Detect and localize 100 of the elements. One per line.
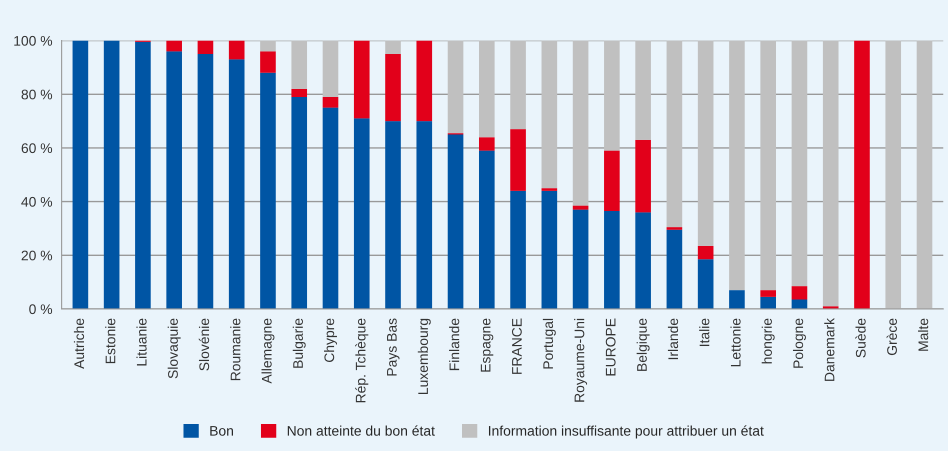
bar <box>322 40 338 97</box>
bar <box>166 40 182 52</box>
bar <box>760 296 776 309</box>
x-tick-label: Pays Bas <box>387 318 400 376</box>
x-tick-label: Portugal <box>542 318 556 369</box>
bar <box>166 51 182 309</box>
bar <box>729 40 745 290</box>
x-tick-label: Roumanie <box>230 318 240 380</box>
y-tick-label: 0 % <box>29 304 52 314</box>
bar <box>385 40 401 54</box>
bar <box>729 290 745 309</box>
x-tick-label: Lituanie <box>136 318 147 366</box>
bar <box>666 40 682 228</box>
bar <box>542 40 558 188</box>
x-tick-label: EUROPE <box>606 318 616 376</box>
bar <box>698 40 714 246</box>
x-tick-label: Malte <box>918 318 928 351</box>
bar <box>385 54 401 122</box>
bar <box>228 40 245 60</box>
y-tick-label: 60 % <box>22 143 52 154</box>
bar <box>635 140 651 212</box>
bar <box>542 188 558 191</box>
x-tick-label: Slovénie <box>198 318 210 371</box>
bar <box>72 40 88 309</box>
x-tick-label: Estonie <box>105 318 116 364</box>
bar <box>510 190 526 309</box>
x-tick-label: Finlande <box>449 318 460 370</box>
bar <box>198 40 214 54</box>
bar <box>854 40 870 309</box>
y-tick-label: 40 % <box>21 196 52 207</box>
bar <box>572 206 588 210</box>
bar <box>572 40 588 206</box>
bar <box>260 40 276 52</box>
bar <box>792 286 808 300</box>
bar <box>291 88 308 97</box>
x-tick-label: Lettonie <box>730 318 741 366</box>
bar <box>792 40 808 286</box>
bar <box>291 96 308 309</box>
x-tick-label: Espagne <box>480 318 494 372</box>
bar <box>385 121 401 309</box>
bar <box>135 42 151 309</box>
bar <box>604 150 620 211</box>
bar <box>542 190 558 309</box>
bar <box>698 259 714 309</box>
x-tick-label: Slovaquie <box>168 318 181 378</box>
y-tick-label: 100 % <box>14 36 52 46</box>
bar <box>322 108 338 309</box>
x-tick-label: Belgique <box>636 318 650 371</box>
bar <box>510 40 526 130</box>
y-tick-label: 80 % <box>22 90 52 100</box>
x-tick-label: Danemark <box>824 318 834 381</box>
x-tick-label: Royaume-Uni <box>574 318 588 402</box>
bar <box>448 134 464 309</box>
x-tick-label: Suède <box>855 318 866 358</box>
bar <box>604 210 620 309</box>
x-tick-label: Italie <box>699 318 710 346</box>
bar <box>760 290 776 297</box>
bar <box>260 72 276 309</box>
x-tick-label: Rép. Tchèque <box>355 318 368 402</box>
x-tick-label: Grèce <box>886 318 897 356</box>
bar <box>478 150 495 309</box>
x-tick-label: Pologne <box>792 318 806 368</box>
x-tick-label: Autriche <box>74 318 84 369</box>
bar <box>478 137 495 151</box>
bar <box>666 227 682 230</box>
x-tick-label: Allemagne <box>261 318 274 384</box>
x-tick-label: hongrie <box>762 318 775 364</box>
bar <box>572 210 588 309</box>
bar <box>760 40 776 290</box>
bar <box>916 40 932 309</box>
bar <box>416 40 432 122</box>
bar <box>291 40 308 89</box>
bar <box>322 96 338 108</box>
bar <box>416 121 432 309</box>
bar <box>635 212 651 309</box>
bar <box>104 40 120 309</box>
bar <box>510 129 526 191</box>
bar <box>666 230 682 309</box>
x-tick-label: Luxembourg <box>418 318 431 394</box>
x-tick-label: Irlande <box>668 318 678 360</box>
bar <box>698 246 714 260</box>
legend-label: Non atteinte du bon état <box>288 425 435 436</box>
legend-label: Information insuffisante pour attribuer un état <box>488 425 764 438</box>
bar <box>354 118 370 309</box>
x-tick-label: FRANCE <box>512 318 522 374</box>
bar <box>635 40 651 140</box>
bar <box>198 54 214 309</box>
bar <box>792 300 808 309</box>
y-tick-label: 20 % <box>22 250 52 260</box>
bar <box>448 40 464 134</box>
bar <box>604 40 620 151</box>
legend-label: Bon <box>210 426 233 436</box>
bar <box>228 59 245 309</box>
x-tick-label: Bulgarie <box>292 318 306 368</box>
x-tick-label: Chypre <box>324 318 337 362</box>
bar <box>354 40 370 118</box>
bar <box>822 40 839 306</box>
bar <box>260 51 276 73</box>
bar <box>478 40 495 138</box>
bar <box>885 40 902 309</box>
